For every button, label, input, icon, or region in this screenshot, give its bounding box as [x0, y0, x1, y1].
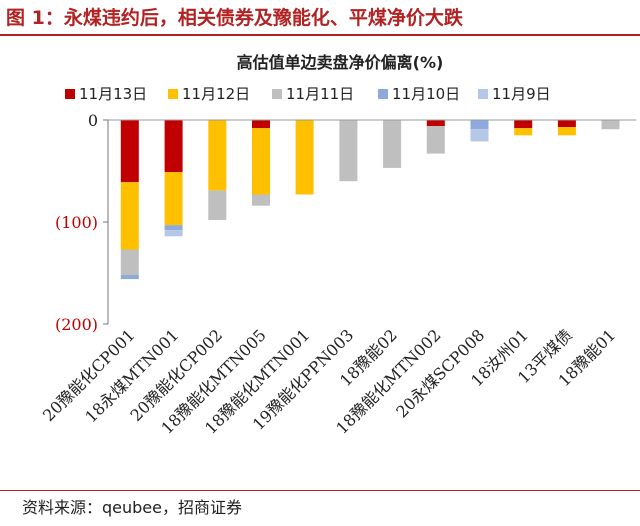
legend-swatch: [478, 89, 488, 99]
bar-segment: [120, 249, 139, 275]
y-tick-label: (100): [55, 213, 98, 232]
bar-segment: [514, 120, 533, 129]
bar-segment: [514, 128, 533, 136]
legend-label: 11月13日: [79, 85, 147, 103]
legend-label: 11月12日: [182, 85, 250, 103]
source-rule: [0, 490, 640, 491]
bar-segment: [208, 120, 227, 191]
bar-segment: [120, 120, 139, 183]
bar-segment: [164, 172, 183, 225]
bar-segment: [120, 182, 139, 250]
y-tick-label: (200): [55, 315, 98, 334]
bar-segment: [252, 194, 270, 206]
bar-segment: [601, 120, 620, 130]
source-note: 资料来源：qeubee，招商证券: [22, 498, 242, 517]
legend-label: 11月11日: [286, 85, 354, 103]
legend-swatch: [168, 89, 178, 99]
bar-segment: [426, 120, 445, 127]
stacked-bar-chart: 高估值单边卖盘净价偏离(%) 11月13日 11月12日 11月11日 11月10日 1…: [39, 53, 637, 438]
legend-swatch: [65, 89, 75, 99]
y-axis: 0 (100) (200): [55, 111, 109, 334]
bar-segment: [164, 230, 183, 237]
y-tick-label: 0: [88, 111, 98, 130]
bar-segment: [426, 126, 445, 154]
figure-title: 图 1：永煤违约后，相关债券及豫能化、平煤净价大跌: [6, 7, 463, 29]
bar-segment: [295, 120, 314, 195]
bar-segment: [252, 128, 270, 195]
bar-segment: [208, 190, 227, 220]
bar-segment: [557, 120, 576, 128]
legend: 11月13日 11月12日 11月11日 11月10日 11月9日: [65, 85, 551, 103]
chart-title: 高估值单边卖盘净价偏离(%): [237, 53, 444, 72]
bar-segment: [164, 225, 183, 231]
bar-segment: [557, 127, 576, 136]
title-rule: [0, 34, 640, 36]
bar-segment: [470, 120, 489, 130]
legend-swatch: [378, 89, 388, 99]
legend-label: 11月9日: [492, 85, 551, 103]
bar-segment: [339, 120, 358, 182]
legend-label: 11月10日: [392, 85, 460, 103]
bar-segment: [164, 120, 183, 172]
bar-segment: [120, 275, 139, 280]
bars: [120, 120, 620, 280]
bar-segment: [252, 120, 270, 129]
bar-segment: [470, 129, 489, 142]
legend-swatch: [272, 89, 282, 99]
bar-segment: [383, 120, 402, 168]
